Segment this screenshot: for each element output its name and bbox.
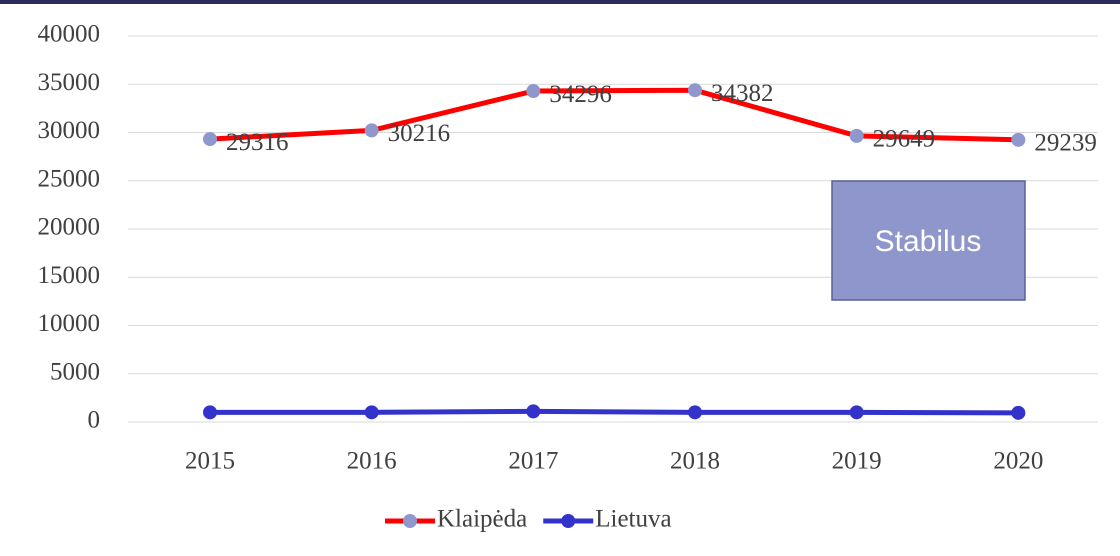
data-label: 30216 <box>388 120 451 147</box>
x-tick-label: 2016 <box>347 448 397 475</box>
marker <box>688 405 702 420</box>
marker <box>1011 132 1026 147</box>
marker <box>526 84 541 99</box>
marker <box>849 128 864 143</box>
annotation-text: Stabilus <box>875 225 982 258</box>
marker <box>203 405 217 420</box>
y-tick-label: 25000 <box>38 165 101 192</box>
data-label: 34382 <box>711 80 774 107</box>
series-line <box>210 408 1019 416</box>
y-tick-label: 10000 <box>38 310 101 337</box>
y-tick-label: 20000 <box>38 214 101 241</box>
marker <box>203 132 217 147</box>
y-tick-label: 40000 <box>38 21 101 48</box>
annotation-box <box>831 180 1026 301</box>
y-tick-label: 0 <box>88 407 101 434</box>
legend-marker <box>561 514 576 528</box>
x-tick-label: 2019 <box>832 448 882 475</box>
data-label: 34296 <box>549 81 612 108</box>
y-tick-label: 30000 <box>38 117 101 144</box>
series-line <box>209 87 1019 143</box>
x-tick-label: 2018 <box>670 448 720 475</box>
top-bar <box>0 0 1120 4</box>
marker <box>688 83 702 98</box>
x-tick-label: 2017 <box>508 448 558 475</box>
legend-marker <box>403 514 417 528</box>
x-tick-label: 2015 <box>185 448 235 475</box>
data-label: 29239 <box>1034 130 1097 157</box>
data-label: 29649 <box>873 126 936 153</box>
marker <box>849 405 864 420</box>
y-tick-label: 15000 <box>38 262 101 289</box>
marker <box>526 404 541 419</box>
marker <box>1011 405 1026 420</box>
legend-label: Lietuva <box>595 506 671 533</box>
x-tick-label: 2020 <box>993 448 1043 475</box>
y-tick-label: 5000 <box>50 358 100 385</box>
marker <box>364 405 379 420</box>
data-label: 29316 <box>226 129 289 156</box>
y-tick-label: 35000 <box>38 69 101 96</box>
legend-label: Klaipėda <box>437 506 527 533</box>
marker <box>364 123 379 138</box>
